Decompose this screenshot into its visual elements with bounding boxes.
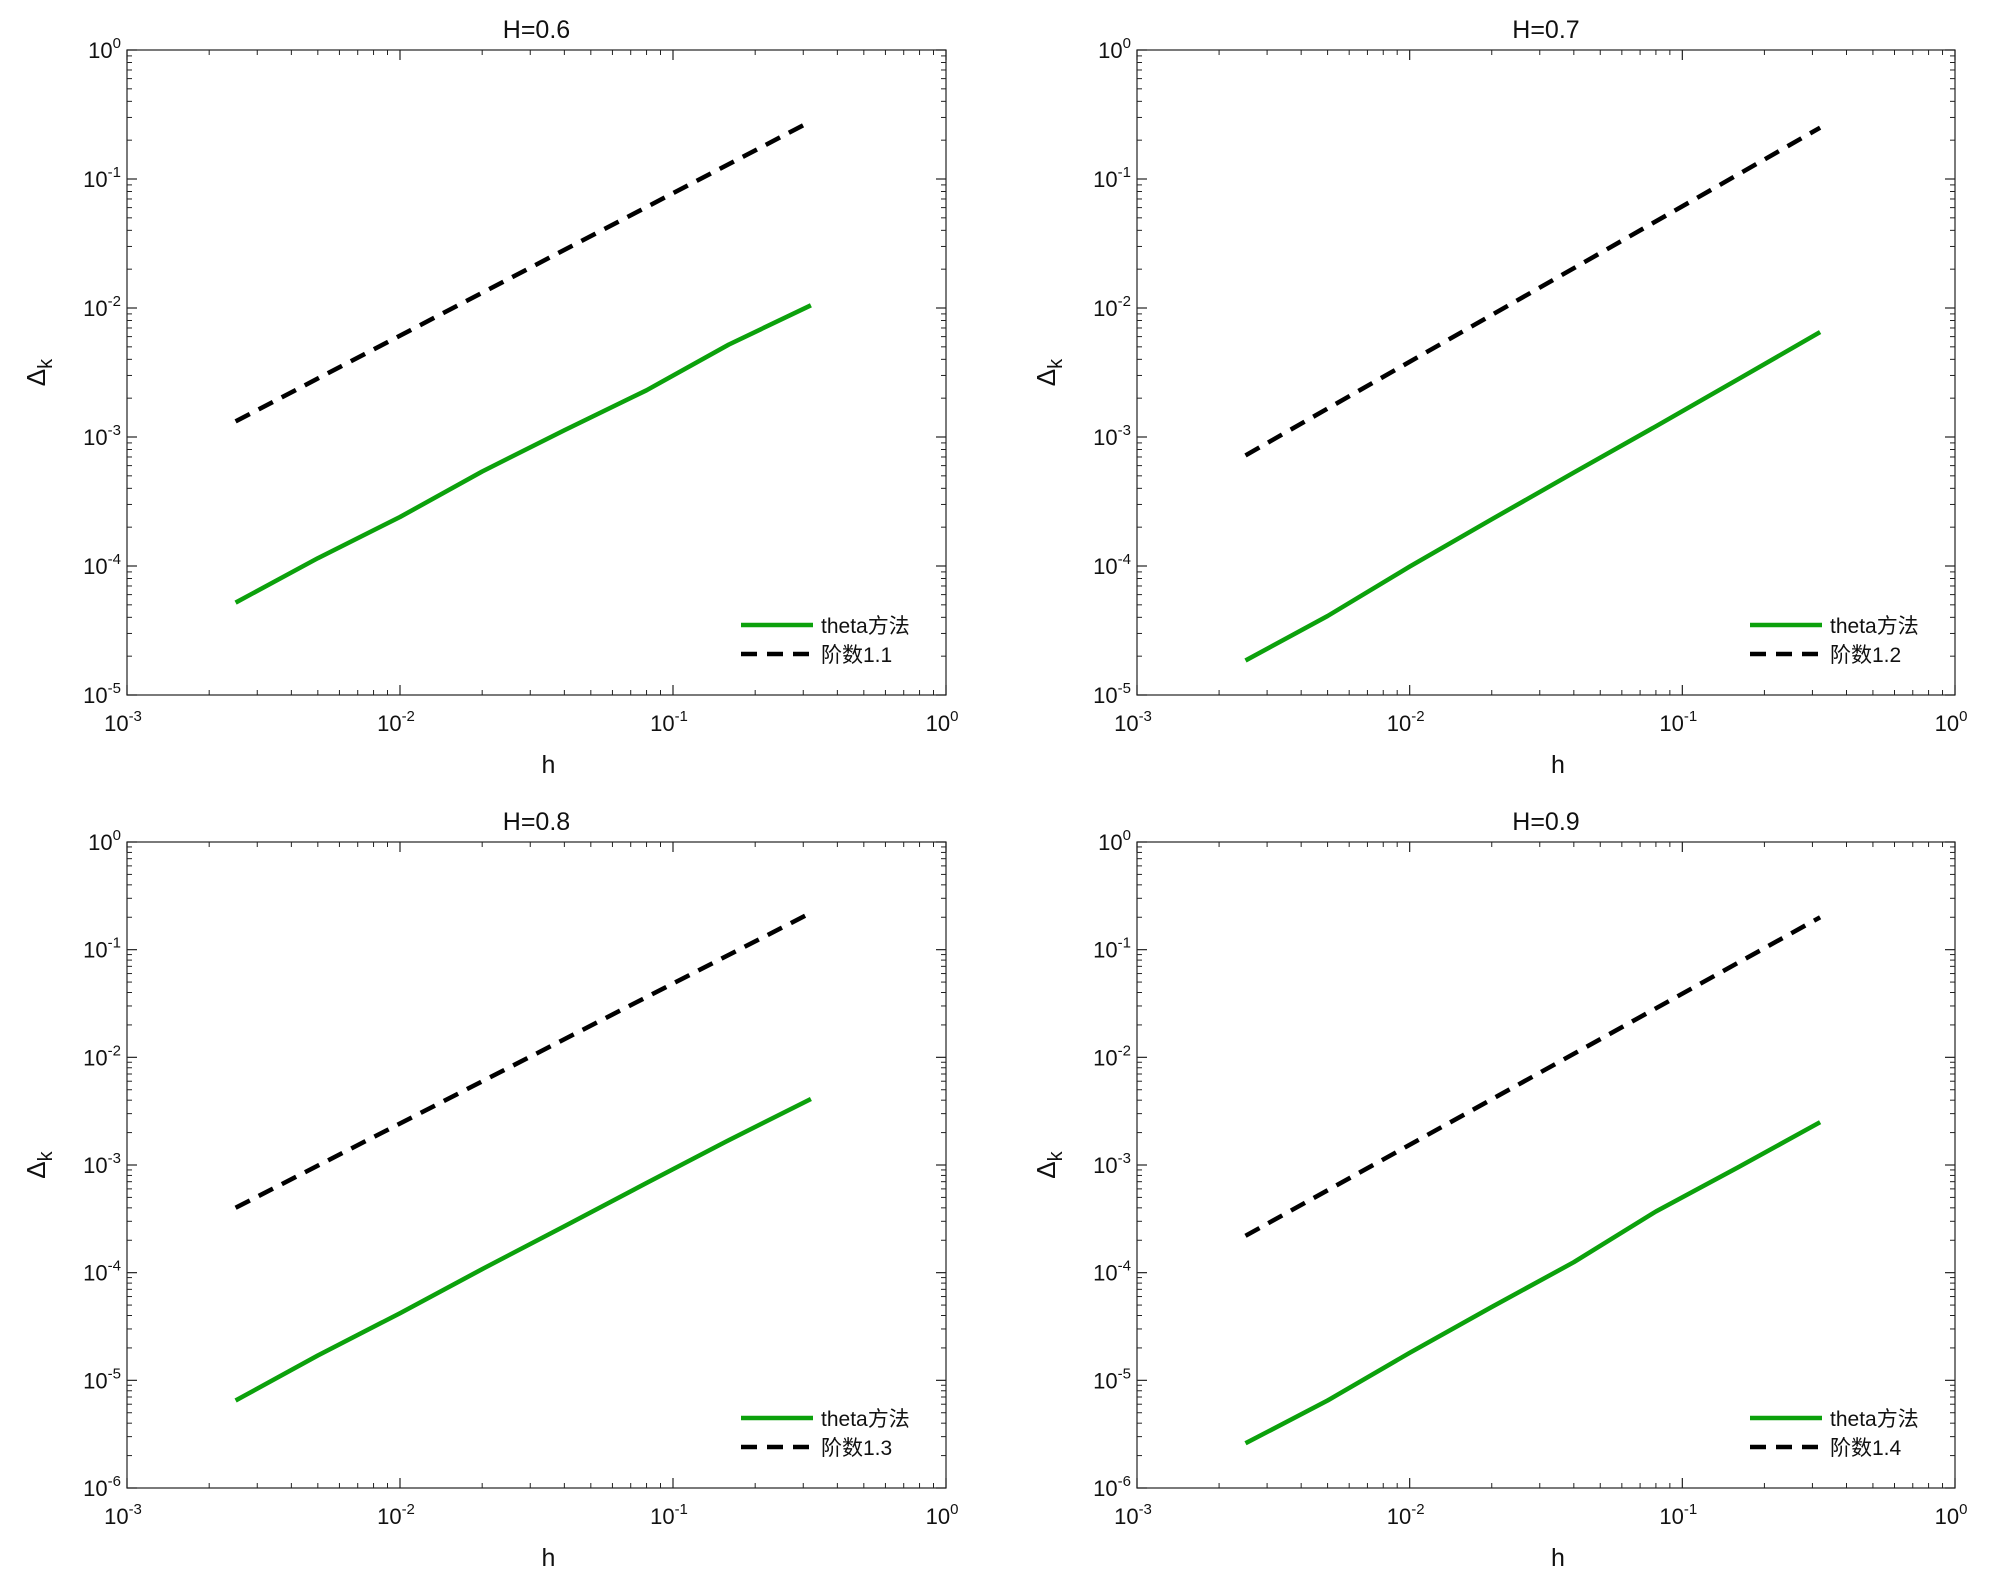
series-line-1 (234, 1096, 812, 1403)
legend-label-2: 阶数1.3 (821, 1437, 892, 1460)
series-line-2 (1244, 125, 1822, 458)
series-line-2 (234, 119, 812, 424)
x-axis-label: h (1551, 751, 1565, 779)
x-tick-label: 10-2 (377, 708, 415, 736)
y-tick-label: 10-1 (1093, 935, 1131, 963)
y-tick-label: 10-5 (1093, 680, 1131, 708)
legend-label-1: theta方法 (821, 615, 910, 638)
x-tick-label: 10-3 (104, 708, 142, 736)
series-line-2 (234, 910, 812, 1210)
y-tick-label: 10-2 (1093, 293, 1131, 321)
x-tick-label: 10-1 (1659, 708, 1697, 736)
y-tick-label: 100 (1098, 827, 1131, 855)
plot-box (126, 49, 947, 696)
y-tick-label: 10-5 (83, 1365, 121, 1393)
chart-title: H=0.7 (1512, 16, 1579, 44)
y-tick-label: 100 (88, 35, 121, 63)
y-axis-label: Δk (21, 358, 57, 386)
y-tick-label: 100 (1098, 35, 1131, 63)
y-tick-label: 10-5 (83, 680, 121, 708)
subplot-3: 10-3 10-2 10-1 100 10-6 10-5 10-4 10-3 10-2 10-1 1… (21, 808, 958, 1572)
chart-title: H=0.9 (1512, 808, 1579, 836)
x-tick-label: 10-3 (104, 1501, 142, 1529)
subplot-2: 10-3 10-2 10-1 100 10-5 10-4 10-3 10-2 10-1 100 H=… (1031, 16, 1967, 779)
y-tick-label: 10-4 (83, 1258, 121, 1286)
x-tick-label: 10-1 (1659, 1501, 1697, 1529)
x-tick-label: 10-1 (650, 1501, 688, 1529)
x-tick-label: 10-3 (1114, 708, 1152, 736)
y-tick-label: 10-2 (1093, 1042, 1131, 1070)
series-line-1 (1244, 330, 1822, 663)
y-tick-label: 10-3 (1093, 422, 1131, 450)
y-tick-label: 10-1 (83, 935, 121, 963)
y-axis-label: Δk (1031, 1150, 1067, 1178)
y-tick-label: 10-4 (83, 551, 121, 579)
chart-title: H=0.8 (503, 808, 570, 836)
y-tick-label: 10-1 (1093, 164, 1131, 192)
y-axis-label: Δk (21, 1150, 57, 1178)
legend-label-1: theta方法 (1830, 1408, 1919, 1431)
y-tick-label: 10-1 (83, 164, 121, 192)
x-tick-label: 10-1 (650, 708, 688, 736)
x-tick-label: 10-2 (377, 1501, 415, 1529)
x-tick-label: 10-3 (1114, 1501, 1152, 1529)
subplot-1: 10-3 10-2 10-1 100 10-5 10-4 10-3 10-2 10-1 100 H=… (21, 16, 958, 779)
x-axis-label: h (1551, 1544, 1565, 1572)
y-tick-label: 10-2 (83, 1042, 121, 1070)
series-line-1 (1244, 1120, 1822, 1446)
y-tick-label: 10-6 (83, 1473, 121, 1501)
y-tick-label: 10-3 (1093, 1150, 1131, 1178)
legend-label-2: 阶数1.2 (1830, 644, 1901, 667)
y-axis-label: Δk (1031, 358, 1067, 386)
y-tick-label: 100 (88, 827, 121, 855)
x-tick-label: 10-2 (1387, 708, 1425, 736)
legend-label-1: theta方法 (1830, 615, 1919, 638)
legend-label-1: theta方法 (821, 1408, 910, 1431)
x-axis-label: h (542, 1544, 556, 1572)
x-tick-label: 100 (1935, 708, 1968, 736)
legend-label-2: 阶数1.4 (1830, 1437, 1902, 1460)
plot-box (126, 841, 947, 1489)
y-tick-label: 10-4 (1093, 1258, 1131, 1286)
y-tick-label: 10-6 (1093, 1473, 1131, 1501)
y-tick-label: 10-3 (83, 422, 121, 450)
y-tick-label: 10-2 (83, 293, 121, 321)
legend-label-2: 阶数1.1 (821, 644, 892, 667)
x-tick-label: 100 (1935, 1501, 1968, 1529)
x-axis-label: h (542, 751, 556, 779)
series-line-2 (1244, 915, 1822, 1238)
x-tick-label: 100 (926, 708, 959, 736)
y-tick-label: 10-5 (1093, 1365, 1131, 1393)
plot-box (1136, 49, 1956, 696)
chart-title: H=0.6 (503, 16, 570, 44)
x-tick-label: 10-2 (1387, 1501, 1425, 1529)
subplot-4: 10-3 10-2 10-1 100 10-6 10-5 10-4 10-3 10-2 10-1 1… (1031, 808, 1967, 1572)
x-tick-label: 100 (926, 1501, 959, 1529)
y-tick-label: 10-3 (83, 1150, 121, 1178)
series-line-1 (234, 303, 812, 605)
y-tick-label: 10-4 (1093, 551, 1131, 579)
plot-box (1136, 841, 1956, 1489)
